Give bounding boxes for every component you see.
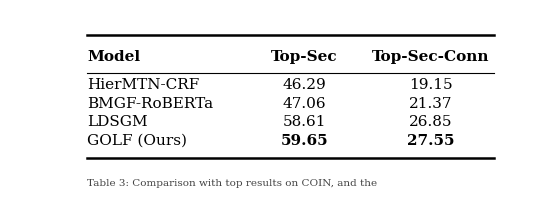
- Text: 46.29: 46.29: [283, 78, 326, 92]
- Text: BMGF-RoBERTa: BMGF-RoBERTa: [87, 97, 213, 111]
- Text: HierMTN-CRF: HierMTN-CRF: [87, 78, 199, 92]
- Text: 26.85: 26.85: [409, 115, 453, 129]
- Text: 27.55: 27.55: [407, 134, 454, 148]
- Text: 21.37: 21.37: [409, 97, 453, 111]
- Text: 59.65: 59.65: [281, 134, 328, 148]
- Text: LDSGM: LDSGM: [87, 115, 148, 129]
- Text: GOLF (Ours): GOLF (Ours): [87, 134, 187, 148]
- Text: Top-Sec: Top-Sec: [271, 50, 338, 64]
- Text: Model: Model: [87, 50, 140, 64]
- Text: 58.61: 58.61: [283, 115, 326, 129]
- Text: 47.06: 47.06: [283, 97, 326, 111]
- Text: Top-Sec-Conn: Top-Sec-Conn: [372, 50, 489, 64]
- Text: Table 3: Comparison with top results on COIN, and the: Table 3: Comparison with top results on …: [87, 179, 377, 188]
- Text: 19.15: 19.15: [408, 78, 453, 92]
